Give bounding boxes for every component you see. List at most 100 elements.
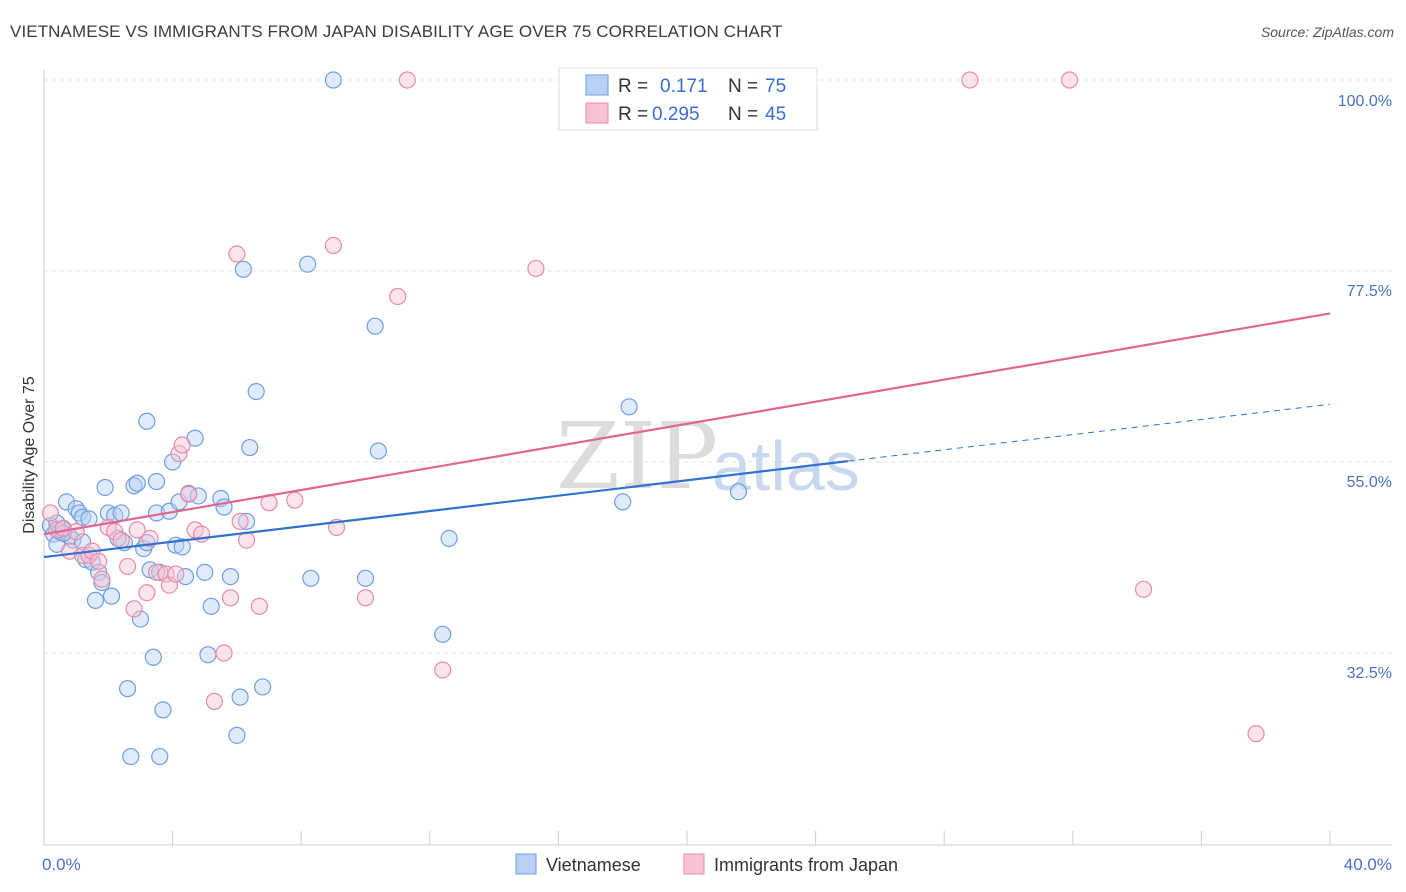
point-vietnamese [324, 71, 342, 89]
bottom-legend-swatch-vietnamese [515, 853, 537, 875]
legend-r-label-0: R = [618, 76, 648, 97]
axes [43, 70, 1392, 846]
point-japan [434, 661, 452, 679]
bottom-legend-label-japan: Immigrants from Japan [714, 855, 898, 875]
trend-line-vietnamese-extension [847, 403, 1331, 462]
point-vietnamese [102, 587, 121, 605]
point-japan [1247, 725, 1265, 743]
point-japan [221, 589, 240, 607]
point-japan [93, 570, 111, 588]
point-vietnamese [199, 646, 217, 664]
point-japan [157, 565, 175, 583]
legend-r-value-1: 0.295 [652, 104, 700, 125]
point-vietnamese [138, 412, 156, 430]
point-vietnamese [369, 442, 387, 460]
point-vietnamese [151, 747, 169, 766]
point-vietnamese [434, 625, 452, 643]
legend-swatch-japan [585, 102, 609, 124]
point-japan [112, 531, 130, 549]
point-vietnamese [234, 260, 252, 278]
point-vietnamese [614, 493, 632, 511]
point-vietnamese [620, 398, 638, 416]
point-japan [180, 485, 198, 503]
point-vietnamese [96, 478, 114, 497]
point-japan [231, 512, 249, 531]
legend-n-value-1: 45 [765, 104, 786, 125]
point-japan [324, 236, 342, 255]
point-japan [138, 584, 156, 602]
y-tick-label: 100.0% [1338, 93, 1392, 110]
y-tick-label: 77.5% [1347, 283, 1392, 300]
point-vietnamese [237, 512, 256, 531]
point-vietnamese [112, 504, 130, 522]
y-tick-label: 32.5% [1347, 665, 1392, 682]
point-japan [118, 557, 137, 576]
point-japan [205, 692, 223, 710]
point-japan [128, 521, 146, 539]
point-vietnamese [202, 597, 220, 615]
chart-source: Source: ZipAtlas.com [1260, 24, 1394, 40]
point-vietnamese [729, 483, 748, 501]
point-japan [106, 523, 124, 541]
x-tick-label-max: 40.0% [1344, 855, 1392, 874]
point-japan [1060, 71, 1079, 89]
bottom-legend: Vietnamese Immigrants from Japan [515, 853, 898, 875]
legend-r-label-1: R = [618, 104, 648, 125]
point-japan [389, 287, 407, 306]
point-vietnamese [302, 569, 320, 587]
point-vietnamese [147, 472, 166, 491]
point-japan [141, 529, 159, 548]
x-tick-label-min: 0.0% [42, 855, 81, 874]
trend-lines [43, 312, 1331, 559]
point-vietnamese [231, 688, 249, 706]
legend-n-value-0: 75 [765, 76, 786, 97]
point-japan [250, 597, 269, 615]
point-japan [398, 71, 416, 89]
chart-title: VIETNAMESE VS IMMIGRANTS FROM JAPAN DISA… [10, 22, 783, 41]
watermark-atlas: atlas [712, 427, 860, 505]
gridlines [44, 79, 1392, 654]
point-japan [41, 504, 60, 522]
point-vietnamese [299, 255, 317, 273]
point-japan [167, 565, 185, 583]
point-vietnamese [221, 567, 240, 586]
point-japan [125, 600, 143, 618]
point-vietnamese [241, 438, 259, 457]
legend-r-value-0: 0.171 [660, 76, 708, 97]
point-japan [286, 491, 304, 509]
point-vietnamese [254, 678, 272, 696]
point-japan [356, 589, 375, 607]
legend-swatch-vietnamese [585, 74, 609, 96]
legend-n-label-1: N = [728, 104, 758, 125]
point-vietnamese [228, 726, 246, 744]
point-vietnamese [125, 477, 143, 495]
point-vietnamese [356, 569, 375, 587]
y-tick-label: 55.0% [1347, 474, 1392, 491]
bottom-legend-label-vietnamese: Vietnamese [546, 855, 641, 875]
point-vietnamese [164, 453, 182, 471]
legend-n-label-0: N = [728, 76, 758, 97]
point-vietnamese [247, 382, 265, 401]
point-japan [527, 259, 545, 278]
point-japan [228, 245, 246, 263]
y-axis-title: Disability Age Over 75 [21, 376, 38, 534]
point-vietnamese [196, 563, 214, 581]
point-vietnamese [57, 493, 76, 511]
trend-line-vietnamese [43, 460, 848, 559]
watermark: ZIP atlas [556, 403, 860, 510]
point-vietnamese [154, 701, 172, 719]
point-japan [67, 523, 85, 541]
point-vietnamese [128, 474, 146, 492]
point-japan [215, 644, 233, 662]
point-vietnamese [366, 317, 384, 335]
point-vietnamese [73, 508, 92, 526]
point-vietnamese [131, 610, 150, 628]
point-vietnamese [144, 648, 162, 666]
point-japan [173, 436, 191, 454]
point-japan [90, 552, 108, 570]
point-vietnamese [173, 538, 191, 556]
legend-box: R = 0.171 N = 75 R = 0.295 N = 45 [558, 67, 818, 131]
point-vietnamese [118, 680, 137, 698]
bottom-legend-swatch-japan [683, 853, 705, 875]
